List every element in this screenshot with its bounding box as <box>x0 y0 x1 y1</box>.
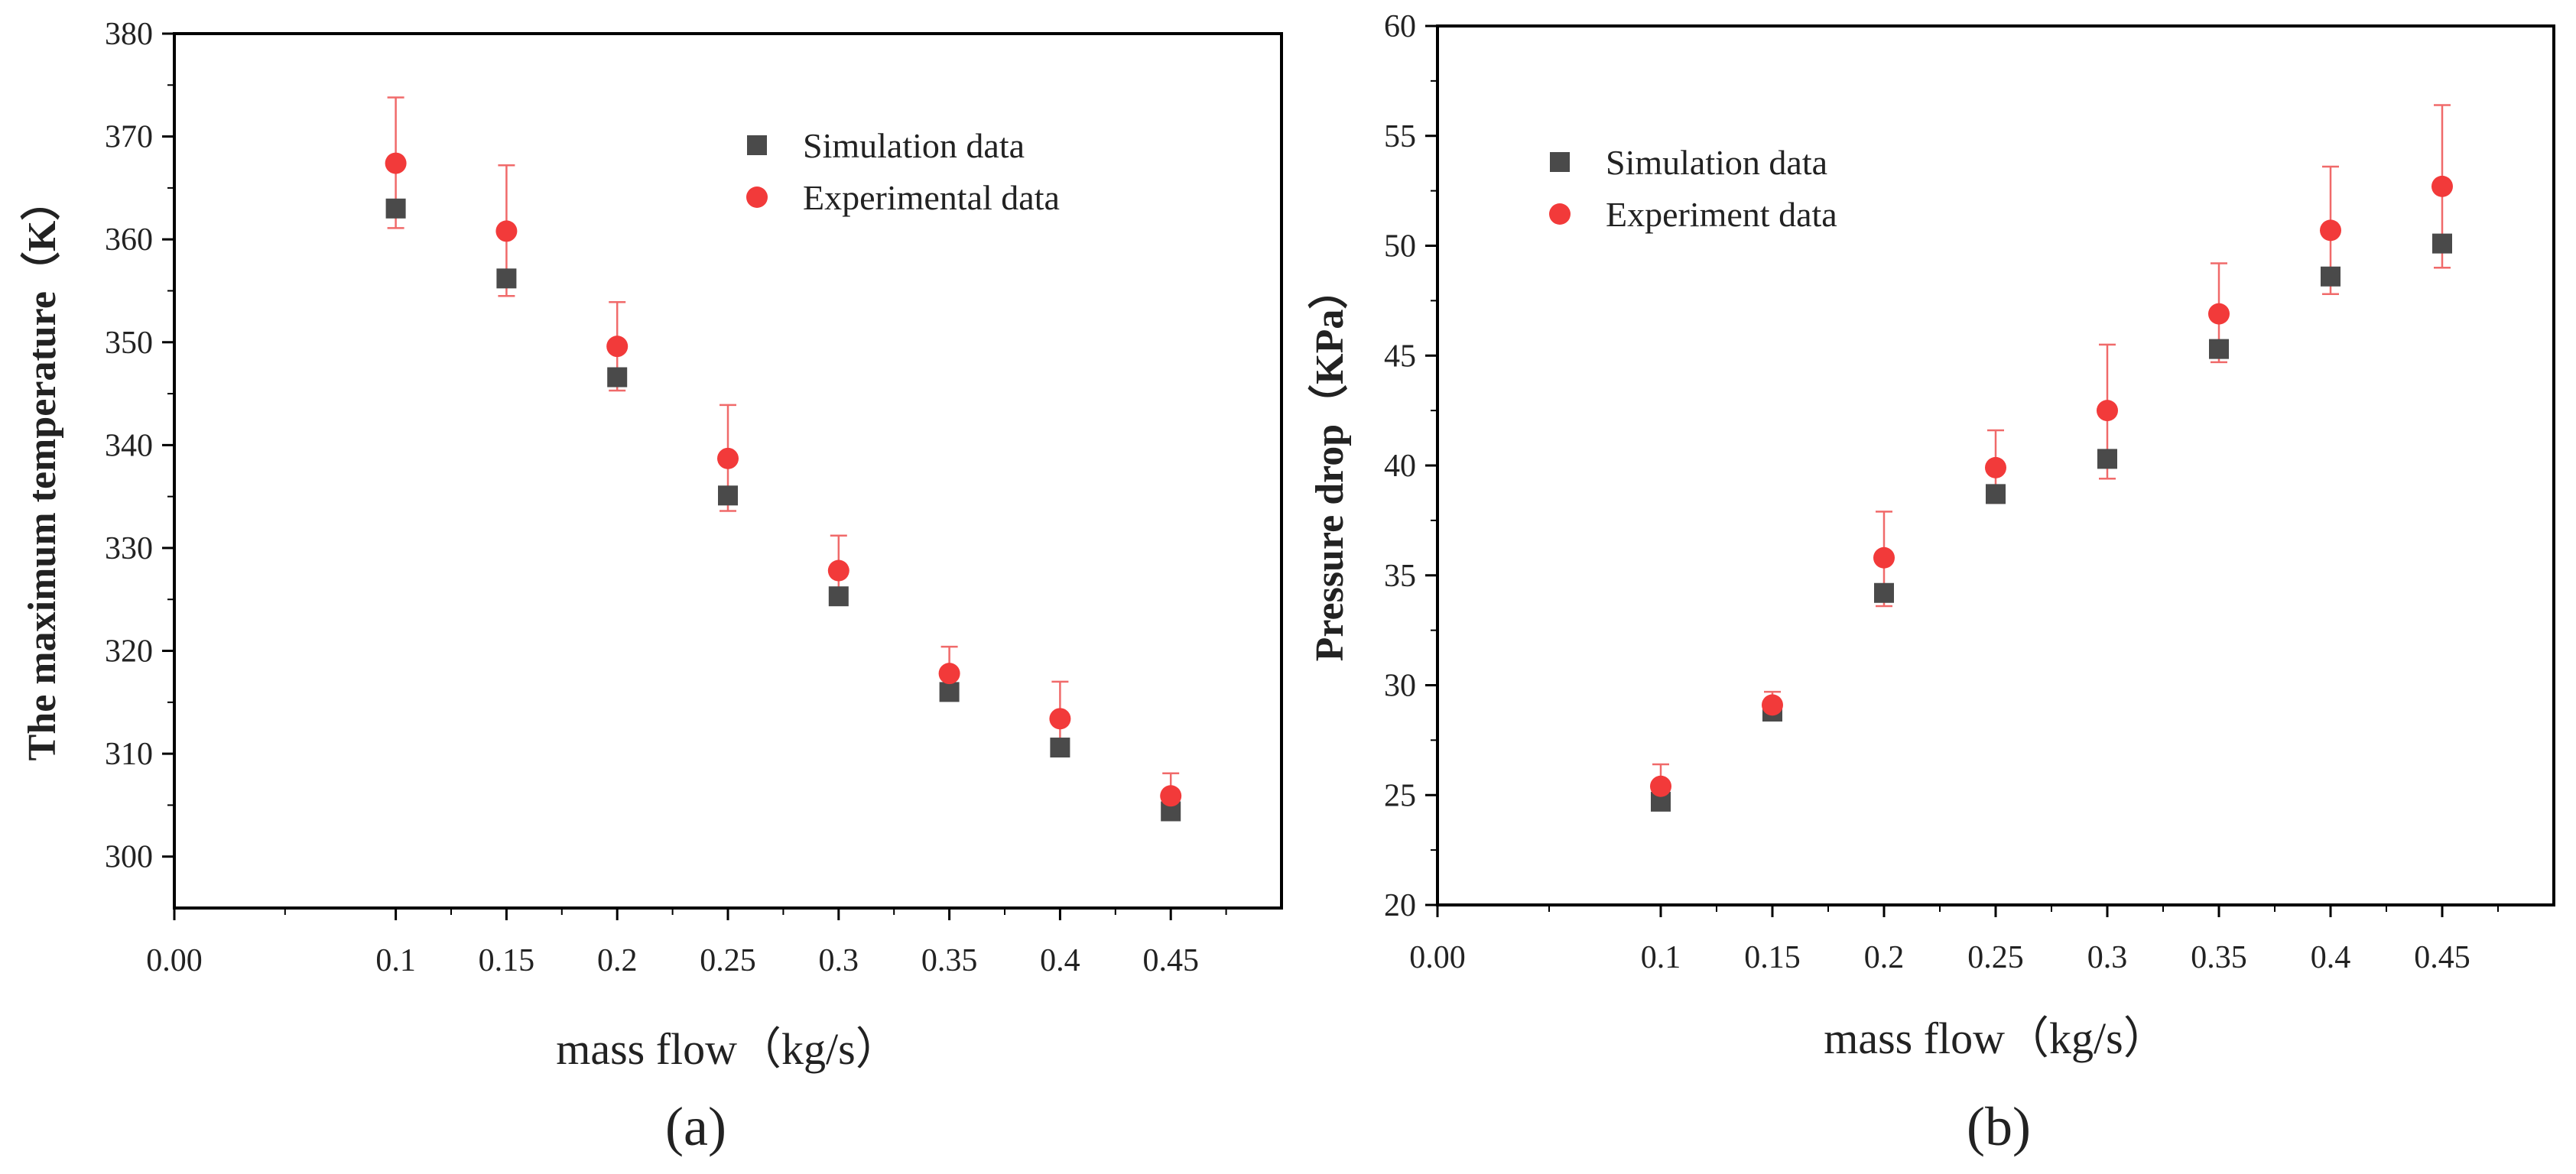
x-tick-label: 0.2 <box>597 943 638 978</box>
simulation-point <box>2321 266 2340 287</box>
y-tick-label: 20 <box>1384 888 1416 923</box>
x-tick-label: 0.2 <box>1864 940 1905 975</box>
y-tick-label: 55 <box>1384 119 1416 154</box>
experimental-point <box>1873 546 1895 569</box>
y-tick-label: 360 <box>105 222 153 258</box>
simulation-point <box>718 485 738 506</box>
simulation-point <box>496 268 517 289</box>
x-tick-label: 0.4 <box>2311 940 2351 975</box>
x-tick-label: 0.1 <box>375 943 416 978</box>
x-axis-label: mass flow（kg/s） <box>1824 1013 2168 1063</box>
x-tick-label: 0.3 <box>819 943 859 978</box>
x-tick-label: 0.4 <box>1040 943 1080 978</box>
legend-simulation-label: Simulation data <box>1606 143 1827 182</box>
experimental-point <box>1762 694 1783 716</box>
simulation-point <box>2432 233 2452 254</box>
panel-label-a: (a) <box>665 1096 726 1157</box>
simulation-point <box>607 367 628 388</box>
y-tick-label: 310 <box>105 737 153 772</box>
y-axis-label: The maximum temperature（K） <box>20 181 64 761</box>
x-tick-label: 0.15 <box>479 943 535 978</box>
legend-simulation-label: Simulation data <box>803 126 1025 165</box>
simulation-point <box>828 586 849 607</box>
y-tick-label: 350 <box>105 326 153 361</box>
y-tick-label: 60 <box>1384 9 1416 44</box>
y-tick-label: 50 <box>1384 229 1416 264</box>
experimental-point <box>827 559 849 582</box>
x-tick-label: 0.3 <box>2087 940 2128 975</box>
experimental-point <box>1985 456 2006 478</box>
x-tick-label: 0.00 <box>146 943 203 978</box>
experimental-point <box>2208 303 2230 325</box>
experimental-point <box>1160 785 1182 807</box>
x-tick-label: 0.25 <box>1967 940 2024 975</box>
x-tick-label: 0.25 <box>700 943 756 978</box>
legend-simulation-marker <box>747 135 767 155</box>
simulation-point <box>939 682 960 702</box>
y-tick-label: 25 <box>1384 778 1416 813</box>
legend-experimental-label: Experiment data <box>1606 195 1837 234</box>
experimental-point <box>606 336 629 358</box>
simulation-point <box>1050 738 1070 758</box>
x-tick-label: 0.45 <box>2414 940 2470 975</box>
experimental-point <box>2320 219 2341 242</box>
y-tick-label: 30 <box>1384 669 1416 704</box>
chart-b-pressure-drop: 0.00 0.1 0.15 0.2 0.25 0.3 0.35 0.4 0.45 20 25 30 35… <box>1307 9 2555 1063</box>
experimental-point <box>2097 400 2118 422</box>
simulation-point <box>385 198 406 219</box>
panel-label-b: (b) <box>1967 1096 2031 1157</box>
y-tick-label: 370 <box>105 120 153 155</box>
simulation-point <box>1986 484 2006 504</box>
y-tick-label: 40 <box>1384 449 1416 484</box>
experimental-point <box>495 220 518 242</box>
y-tick-label: 340 <box>105 428 153 463</box>
x-tick-label: 0.35 <box>2191 940 2247 975</box>
y-tick-label: 320 <box>105 634 153 670</box>
experimental-point <box>1049 708 1071 730</box>
y-axis-label: Pressure drop（KPa） <box>1307 270 1352 662</box>
x-tick-label: 0.00 <box>1409 940 1466 975</box>
legend-experimental-label: Experimental data <box>803 178 1060 217</box>
experimental-point <box>1650 775 1671 797</box>
x-tick-label: 0.1 <box>1641 940 1681 975</box>
x-tick-label: 0.45 <box>1142 943 1199 978</box>
legend-experimental-marker <box>1549 203 1571 225</box>
x-tick-label: 0.35 <box>921 943 978 978</box>
experimental-point <box>2431 175 2453 197</box>
legend-experimental-marker <box>746 186 768 208</box>
y-tick-label: 35 <box>1384 559 1416 594</box>
y-tick-label: 300 <box>105 840 153 875</box>
x-tick-label: 0.15 <box>1744 940 1801 975</box>
experimental-point <box>385 152 407 174</box>
simulation-point <box>2097 449 2117 469</box>
simulation-point <box>1874 582 1894 603</box>
simulation-point <box>2209 339 2229 359</box>
experimental-point <box>717 447 739 469</box>
chart-a-temperature: 0.00 0.1 0.15 0.2 0.25 0.3 0.35 0.4 0.45 300 310 32… <box>20 17 1283 1074</box>
legend-simulation-marker <box>1550 152 1570 172</box>
y-tick-label: 330 <box>105 531 153 566</box>
experimental-point <box>938 663 960 685</box>
y-tick-label: 45 <box>1384 339 1416 374</box>
y-tick-label: 380 <box>105 17 153 52</box>
x-axis-label: mass flow（kg/s） <box>556 1024 900 1074</box>
